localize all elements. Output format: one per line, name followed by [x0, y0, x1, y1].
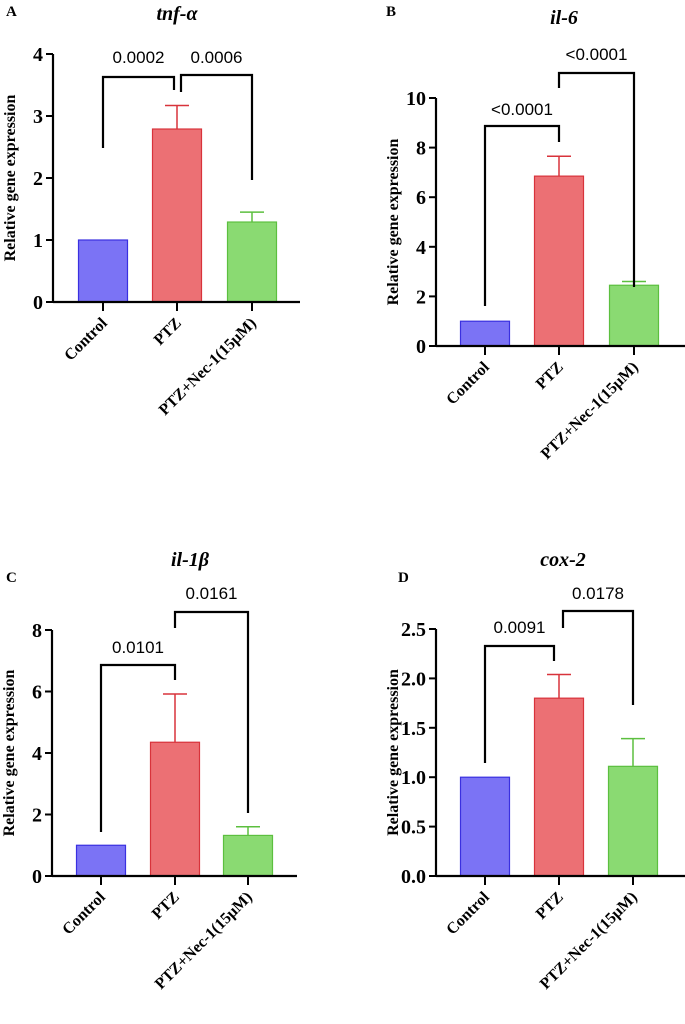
y-tick-label: 1.5: [401, 718, 426, 740]
chart-title: il-1β: [171, 549, 210, 571]
significance-bracket: [483, 644, 556, 763]
y-tick-label: 1.0: [401, 767, 426, 789]
x-tick-label: Control: [443, 888, 493, 938]
y-tick-label: 8: [416, 138, 426, 160]
x-tick-label: PTZ: [149, 889, 183, 923]
y-tick-label: 6: [32, 682, 42, 704]
p-value-label: 0.0002: [113, 48, 165, 67]
bar-0: [459, 776, 511, 877]
y-axis-label: Relative gene expression: [385, 669, 402, 836]
bar-0: [77, 239, 129, 303]
y-tick-label: 0: [33, 292, 43, 314]
x-tick-label: PTZ: [533, 359, 567, 393]
bar-1: [533, 697, 585, 877]
significance-bracket: [557, 71, 636, 287]
p-value-label: <0.0001: [491, 100, 553, 119]
y-tick-label: 10: [406, 88, 426, 110]
y-axis-label: Relative gene expression: [1, 670, 18, 837]
y-tick-label: 2: [32, 805, 42, 827]
y-tick-label: 4: [416, 237, 426, 259]
panel-label: A: [6, 4, 17, 20]
x-tick-label: Control: [59, 888, 109, 938]
p-value-label: 0.0178: [572, 584, 624, 603]
panel-c: Cil-1β Relative gene expression 0 2 4 6 8 Contr…: [1, 549, 297, 993]
chart-title: cox-2: [540, 549, 586, 571]
y-tick-label: 4: [33, 44, 43, 66]
y-tick-label: 6: [416, 187, 426, 209]
bar-0: [459, 320, 511, 347]
y-tick-label: 2.0: [401, 668, 426, 690]
x-tick-label: Control: [443, 358, 493, 408]
y-tick-label: 2: [416, 286, 426, 308]
bar-0: [75, 844, 127, 877]
x-tick-label: PTZ: [533, 889, 567, 923]
bar-2: [607, 765, 659, 877]
x-tick-label: PTZ: [151, 315, 185, 349]
y-tick-label: 0.5: [401, 817, 426, 839]
p-value-label: 0.0101: [112, 638, 164, 657]
y-tick-label: 8: [32, 620, 42, 642]
y-tick-label: 4: [32, 743, 42, 765]
bar-2: [608, 284, 660, 347]
y-axis-label: Relative gene expression: [2, 95, 19, 262]
bar-1: [151, 128, 203, 303]
chart-title: tnf-α: [156, 3, 198, 25]
significance-bracket: [173, 610, 250, 813]
y-tick-label: 2: [33, 168, 43, 190]
y-tick-label: 3: [33, 106, 43, 128]
p-value-label: <0.0001: [566, 45, 628, 64]
bar-2: [222, 834, 274, 877]
significance-bracket: [179, 73, 254, 180]
significance-bracket: [561, 609, 635, 705]
p-value-label: 0.0091: [494, 618, 546, 637]
chart-title: il-6: [550, 7, 578, 29]
y-tick-label: 0: [32, 866, 42, 888]
x-tick-label: Control: [61, 314, 111, 364]
bar-1: [533, 175, 585, 347]
bar-2: [226, 221, 278, 303]
significance-bracket: [101, 75, 176, 148]
p-value-label: 0.0006: [191, 48, 243, 67]
p-value-label: 0.0161: [186, 584, 238, 603]
panel-label: D: [398, 570, 409, 586]
y-axis-label: Relative gene expression: [385, 139, 402, 306]
y-tick-label: 0: [416, 336, 426, 358]
panel-label: C: [6, 570, 17, 586]
y-tick-label: 0.0: [401, 866, 426, 888]
y-tick-label: 1: [33, 230, 43, 252]
y-tick-label: 2.5: [401, 619, 426, 641]
significance-bracket: [483, 124, 561, 306]
panel-label: B: [386, 4, 396, 20]
significance-bracket: [99, 663, 177, 832]
bar-1: [149, 741, 201, 877]
